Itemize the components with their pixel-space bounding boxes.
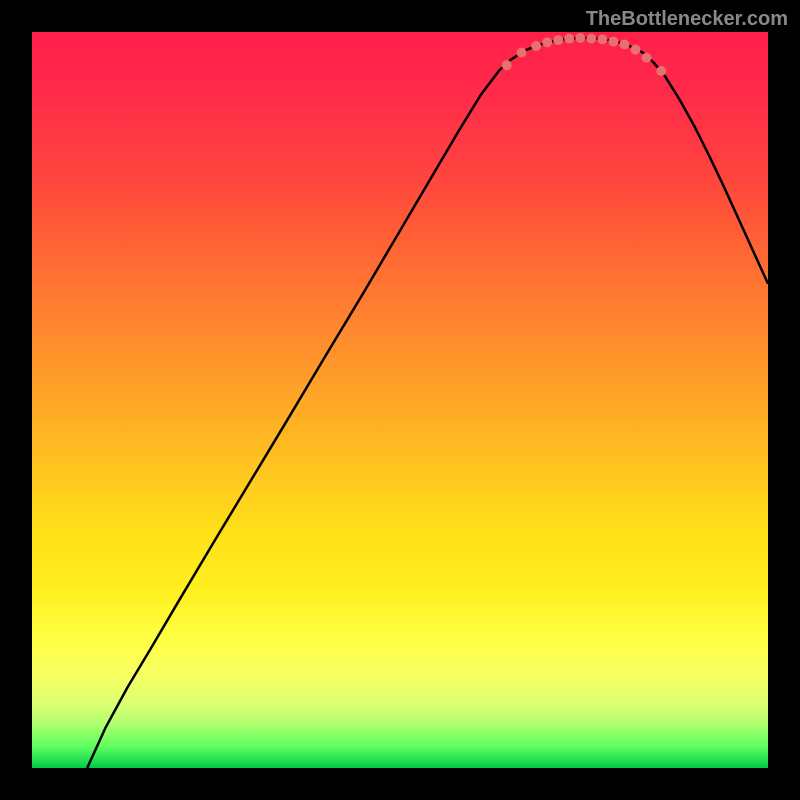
marker-point bbox=[608, 37, 618, 47]
optimal-zone-markers bbox=[502, 33, 667, 76]
curve-overlay bbox=[32, 32, 768, 768]
marker-point bbox=[542, 37, 552, 47]
marker-point bbox=[586, 34, 596, 44]
marker-point bbox=[656, 66, 666, 76]
marker-point bbox=[597, 34, 607, 44]
bottleneck-curve bbox=[87, 38, 768, 768]
watermark-text: TheBottlenecker.com bbox=[586, 8, 788, 31]
marker-point bbox=[631, 45, 641, 55]
marker-point bbox=[575, 33, 585, 43]
marker-point bbox=[553, 35, 563, 45]
marker-point bbox=[619, 40, 629, 50]
marker-point bbox=[564, 34, 574, 44]
chart-area bbox=[32, 32, 768, 768]
marker-point bbox=[516, 48, 526, 58]
marker-point bbox=[642, 53, 652, 63]
marker-point bbox=[502, 60, 512, 70]
marker-point bbox=[531, 41, 541, 51]
